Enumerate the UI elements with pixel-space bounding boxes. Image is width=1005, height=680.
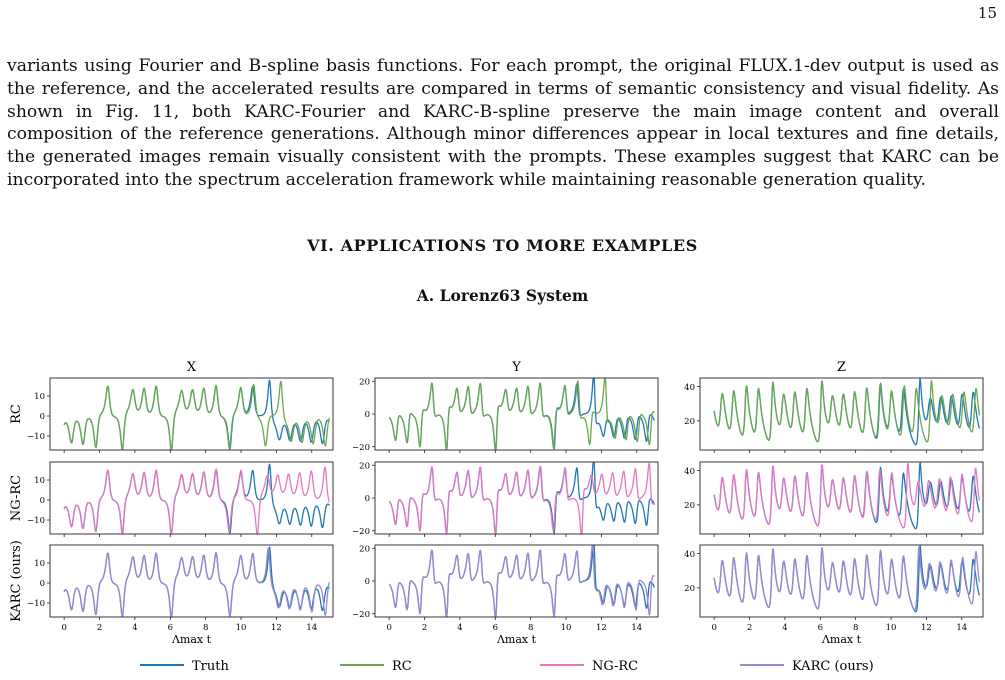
x-axis-label: Λmax t: [171, 633, 212, 646]
subplot-z-1: 40 20: [684, 461, 984, 537]
axes-frame: [699, 544, 984, 618]
y-tick-label: 40: [684, 383, 695, 393]
y-tick-label: 20: [684, 417, 695, 427]
x-tick-label: 12: [271, 623, 282, 633]
x-tick-label: 6: [493, 623, 498, 633]
x-tick-label: 14: [956, 623, 967, 633]
axes-frame: [49, 544, 334, 618]
x-tick-label: 8: [853, 623, 858, 633]
y-tick-label: 20: [359, 461, 370, 471]
section-title: VI. APPLICATIONS TO MORE EXAMPLES: [307, 236, 698, 255]
y-tick-label: 0: [40, 579, 45, 589]
subplot-y-1: 20 0 −20: [352, 461, 659, 537]
model-series-line: [63, 547, 331, 617]
subplot-y-0: 20 0 −20: [352, 377, 659, 453]
legend-item: RC: [340, 659, 412, 674]
x-tick-label: 6: [818, 623, 823, 633]
subplot-x-0: 10 0 −10: [27, 377, 334, 453]
row-label: RC: [9, 404, 24, 424]
y-tick-label: 40: [684, 550, 695, 560]
x-tick-label: 6: [168, 623, 173, 633]
subsection-title: A. Lorenz63 System: [416, 286, 589, 305]
page-number: 15: [977, 4, 997, 22]
column-title: X: [187, 360, 197, 375]
model-series-line: [388, 545, 655, 617]
x-tick-label: 14: [631, 623, 642, 633]
y-tick-label: 10: [34, 559, 45, 569]
x-tick-label: 14: [306, 623, 317, 633]
y-tick-label: 20: [684, 501, 695, 511]
x-tick-label: 2: [422, 623, 427, 633]
model-series-line: [388, 378, 655, 450]
y-tick-label: −10: [27, 516, 45, 526]
truth-series-line: [388, 378, 655, 450]
y-tick-label: 0: [365, 577, 370, 587]
y-tick-label: −10: [27, 599, 45, 609]
model-series-line: [63, 380, 331, 450]
y-tick-label: 0: [365, 410, 370, 420]
legend-label: RC: [392, 659, 412, 674]
y-tick-label: −10: [27, 432, 45, 442]
x-tick-label: 2: [747, 623, 752, 633]
x-tick-label: 0: [61, 623, 66, 633]
x-tick-label: 10: [561, 623, 572, 633]
x-axis-label: Λmax t: [821, 633, 862, 646]
subplot-x-1: 10 0 −10: [27, 461, 334, 537]
subplot-z-2: 40 20 0 2 4 6 8 10 12 14 Λmax t: [684, 544, 984, 646]
y-tick-label: 20: [359, 377, 370, 387]
x-tick-label: 4: [782, 623, 787, 633]
y-tick-label: −20: [352, 610, 370, 620]
model-series-line: [713, 545, 981, 611]
axes-frame: [699, 461, 984, 535]
x-tick-label: 12: [921, 623, 932, 633]
model-series-line: [713, 379, 981, 443]
truth-series-line: [388, 545, 655, 617]
x-tick-label: 8: [528, 623, 533, 633]
y-tick-label: 10: [34, 476, 45, 486]
legend-label: Truth: [192, 659, 229, 674]
y-tick-label: 20: [684, 584, 695, 594]
x-tick-label: 0: [711, 623, 716, 633]
x-tick-label: 12: [596, 623, 607, 633]
legend-item: NG-RC: [540, 659, 638, 674]
x-tick-label: 10: [886, 623, 897, 633]
subplot-x-2: 10 0 −10 0 2 4 6 8 10 12 14 Λmax t: [27, 544, 334, 646]
y-tick-label: 0: [365, 494, 370, 504]
axes-frame: [699, 377, 984, 451]
y-tick-label: 10: [34, 392, 45, 402]
subplot-z-0: 40 20: [684, 377, 984, 453]
row-label: KARC (ours): [9, 540, 24, 622]
column-title: Y: [511, 360, 521, 375]
model-series-line: [63, 466, 331, 534]
y-tick-label: 0: [40, 496, 45, 506]
body-paragraph: variants using Fourier and B-spline basi…: [7, 56, 999, 190]
subplot-y-2: 20 0 −20 0 2 4 6 8 10 12 14 Λmax t: [352, 544, 659, 646]
model-series-line: [388, 462, 655, 534]
model-series-line: [713, 463, 981, 529]
x-tick-label: 4: [457, 623, 462, 633]
x-tick-label: 8: [203, 623, 208, 633]
truth-series-line: [388, 462, 655, 534]
y-tick-label: 20: [359, 544, 370, 554]
x-tick-label: 0: [386, 623, 391, 633]
y-tick-label: −20: [352, 527, 370, 537]
y-tick-label: −20: [352, 443, 370, 453]
column-title: Z: [837, 360, 846, 375]
axes-frame: [49, 461, 334, 535]
x-axis-label: Λmax t: [496, 633, 537, 646]
x-tick-label: 10: [236, 623, 247, 633]
legend-item: Truth: [140, 659, 229, 674]
y-tick-label: 0: [40, 412, 45, 422]
axes-frame: [49, 377, 334, 451]
legend-item: KARC (ours): [740, 659, 874, 674]
y-tick-label: 40: [684, 467, 695, 477]
legend-label: KARC (ours): [792, 659, 874, 674]
x-tick-label: 2: [97, 623, 102, 633]
x-tick-label: 4: [132, 623, 137, 633]
row-label: NG-RC: [9, 475, 24, 521]
legend-label: NG-RC: [592, 659, 638, 674]
